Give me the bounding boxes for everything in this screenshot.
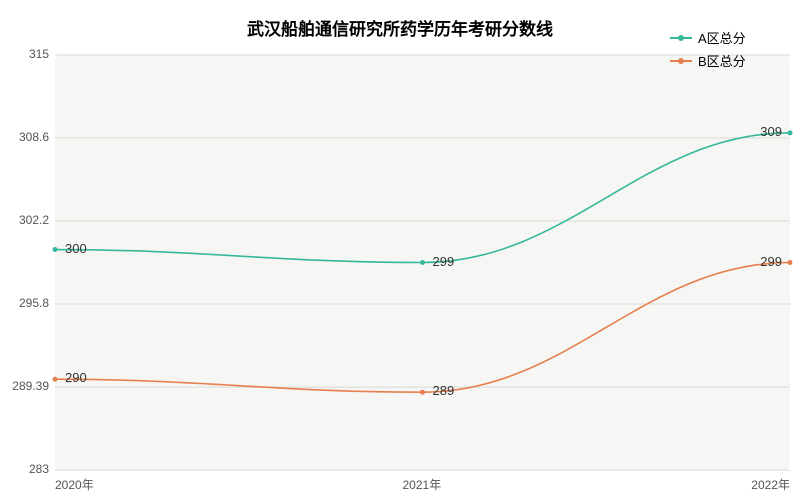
legend-item: A区总分 [670,28,746,47]
y-tick-label: 315 [29,47,49,61]
legend: A区总分 B区总分 [670,28,746,70]
series-lines [0,0,800,500]
legend-dot-icon [678,58,684,64]
value-label: 309 [760,124,782,139]
value-label: 299 [433,254,455,269]
y-tick-label: 289.39 [12,379,49,393]
legend-line-icon [670,60,692,62]
legend-item: B区总分 [670,51,746,70]
x-tick-label: 2020年 [55,476,94,493]
y-tick-label: 302.2 [19,213,49,227]
chart-container: 武汉船舶通信研究所药学历年考研分数线 A区总分 B区总分 283289.3929… [0,0,800,500]
value-label: 290 [65,370,87,385]
value-label: 289 [433,383,455,398]
y-tick-label: 308.6 [19,130,49,144]
legend-label: A区总分 [698,28,746,47]
legend-label: B区总分 [698,51,746,70]
x-tick-label: 2022年 [751,476,790,493]
legend-dot-icon [678,35,684,41]
legend-line-icon [670,37,692,39]
value-label: 299 [760,254,782,269]
y-tick-label: 283 [29,462,49,476]
x-tick-label: 2021年 [403,476,442,493]
y-tick-label: 295.8 [19,296,49,310]
value-label: 300 [65,241,87,256]
